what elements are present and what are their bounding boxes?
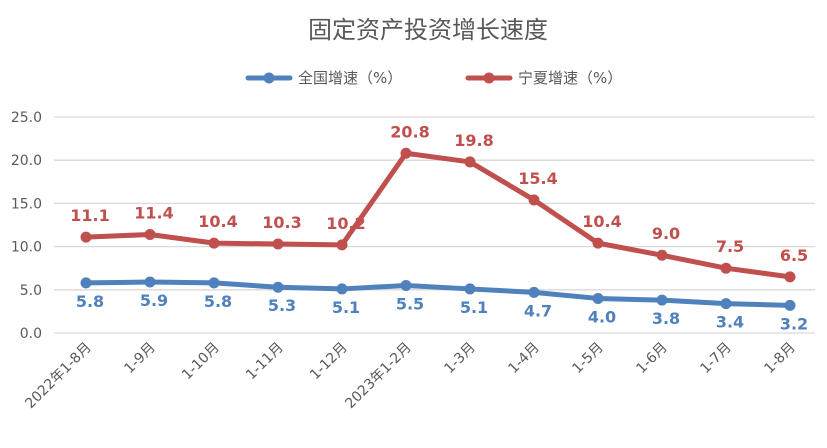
x-tick-label: 1-10月 (179, 340, 223, 384)
data-label: 5.8 (76, 292, 104, 311)
data-label: 10.3 (262, 213, 301, 232)
data-label: 19.8 (454, 131, 493, 150)
data-point (400, 147, 412, 159)
data-point (208, 237, 220, 249)
data-label: 3.4 (716, 313, 744, 332)
data-point (400, 279, 412, 291)
x-tick-label: 1-12月 (307, 340, 351, 384)
data-point (80, 231, 92, 243)
data-label: 15.4 (518, 169, 557, 188)
data-point (208, 277, 220, 289)
data-point (144, 276, 156, 288)
data-point (528, 194, 540, 206)
data-point (336, 239, 348, 251)
data-label: 10.4 (198, 212, 237, 231)
data-point (784, 271, 796, 283)
x-tick-label: 1-9月 (121, 340, 158, 377)
data-point (144, 229, 156, 241)
data-point (592, 292, 604, 304)
data-point (464, 283, 476, 295)
data-label: 11.1 (70, 206, 109, 225)
legend-item: 宁夏增速（%） (465, 69, 622, 87)
data-label: 11.4 (134, 204, 173, 223)
data-point (272, 281, 284, 293)
legend-marker-icon (483, 72, 495, 84)
gridlines (54, 116, 815, 334)
chart-title: 固定资产投资增长速度 (308, 16, 548, 44)
data-point (720, 262, 732, 274)
series-line (85, 150, 791, 280)
legend: 全国增速（%） 宁夏增速（%） (245, 69, 622, 87)
data-point (656, 249, 668, 261)
y-axis: 0.0 5.0 10.0 15.0 20.0 25.0 (11, 110, 42, 342)
y-tick-label: 10.0 (11, 240, 42, 256)
legend-label: 宁夏增速（%） (518, 69, 622, 87)
x-tick-label: 1-4月 (505, 340, 542, 377)
x-tick-label: 1-11月 (243, 340, 287, 384)
x-tick-label: 1-3月 (441, 340, 478, 377)
series-line (85, 279, 791, 308)
x-tick-label: 1-8月 (761, 340, 798, 377)
data-point (784, 299, 796, 311)
data-label: 5.1 (332, 298, 360, 317)
series-layer: 5.8 5.9 5.8 5.3 5.1 5.5 5.1 4.7 4.0 3.8 3.4 3.2 11.1… (70, 122, 808, 333)
data-point (528, 286, 540, 298)
data-point (80, 277, 92, 289)
legend-item: 全国增速（%） (245, 69, 402, 87)
y-tick-label: 25.0 (11, 110, 42, 126)
data-label: 5.5 (396, 294, 424, 313)
series-ningxia: 11.1 11.4 10.4 10.3 10.2 20.8 19.8 15.4 10.4 9.0 7… (70, 122, 808, 283)
x-tick-label: 1-7月 (697, 340, 734, 377)
data-label: 5.3 (268, 296, 296, 315)
legend-label: 全国增速（%） (298, 69, 402, 87)
data-label: 9.0 (652, 224, 680, 243)
data-point (720, 298, 732, 310)
data-label: 6.5 (780, 246, 808, 265)
data-label: 5.9 (140, 291, 168, 310)
data-label: 7.5 (716, 237, 744, 256)
data-point (336, 283, 348, 295)
data-label: 20.8 (390, 122, 429, 141)
data-point (592, 237, 604, 249)
y-tick-label: 0.0 (20, 326, 42, 342)
x-tick-label: 2022年1-8月 (22, 340, 94, 412)
data-label: 4.0 (588, 307, 616, 326)
series-national: 5.8 5.9 5.8 5.3 5.1 5.5 5.1 4.7 4.0 3.8 3.4 3.2 (76, 276, 808, 333)
data-label: 4.7 (524, 301, 552, 320)
x-tick-label: 1-6月 (633, 340, 670, 377)
y-tick-label: 15.0 (11, 196, 42, 212)
y-tick-label: 20.0 (11, 153, 42, 169)
x-tick-label: 1-5月 (569, 340, 606, 377)
data-label: 5.1 (460, 298, 488, 317)
x-tick-label: 2023年1-2月 (342, 340, 414, 412)
data-point (656, 294, 668, 306)
data-label: 3.2 (780, 314, 808, 333)
data-point (272, 238, 284, 250)
y-tick-label: 5.0 (20, 283, 42, 299)
data-label: 10.2 (326, 214, 365, 233)
legend-marker-icon (263, 72, 275, 84)
data-label: 10.4 (582, 212, 621, 231)
data-point (464, 156, 476, 168)
data-label: 5.8 (204, 292, 232, 311)
data-label: 3.8 (652, 309, 680, 328)
